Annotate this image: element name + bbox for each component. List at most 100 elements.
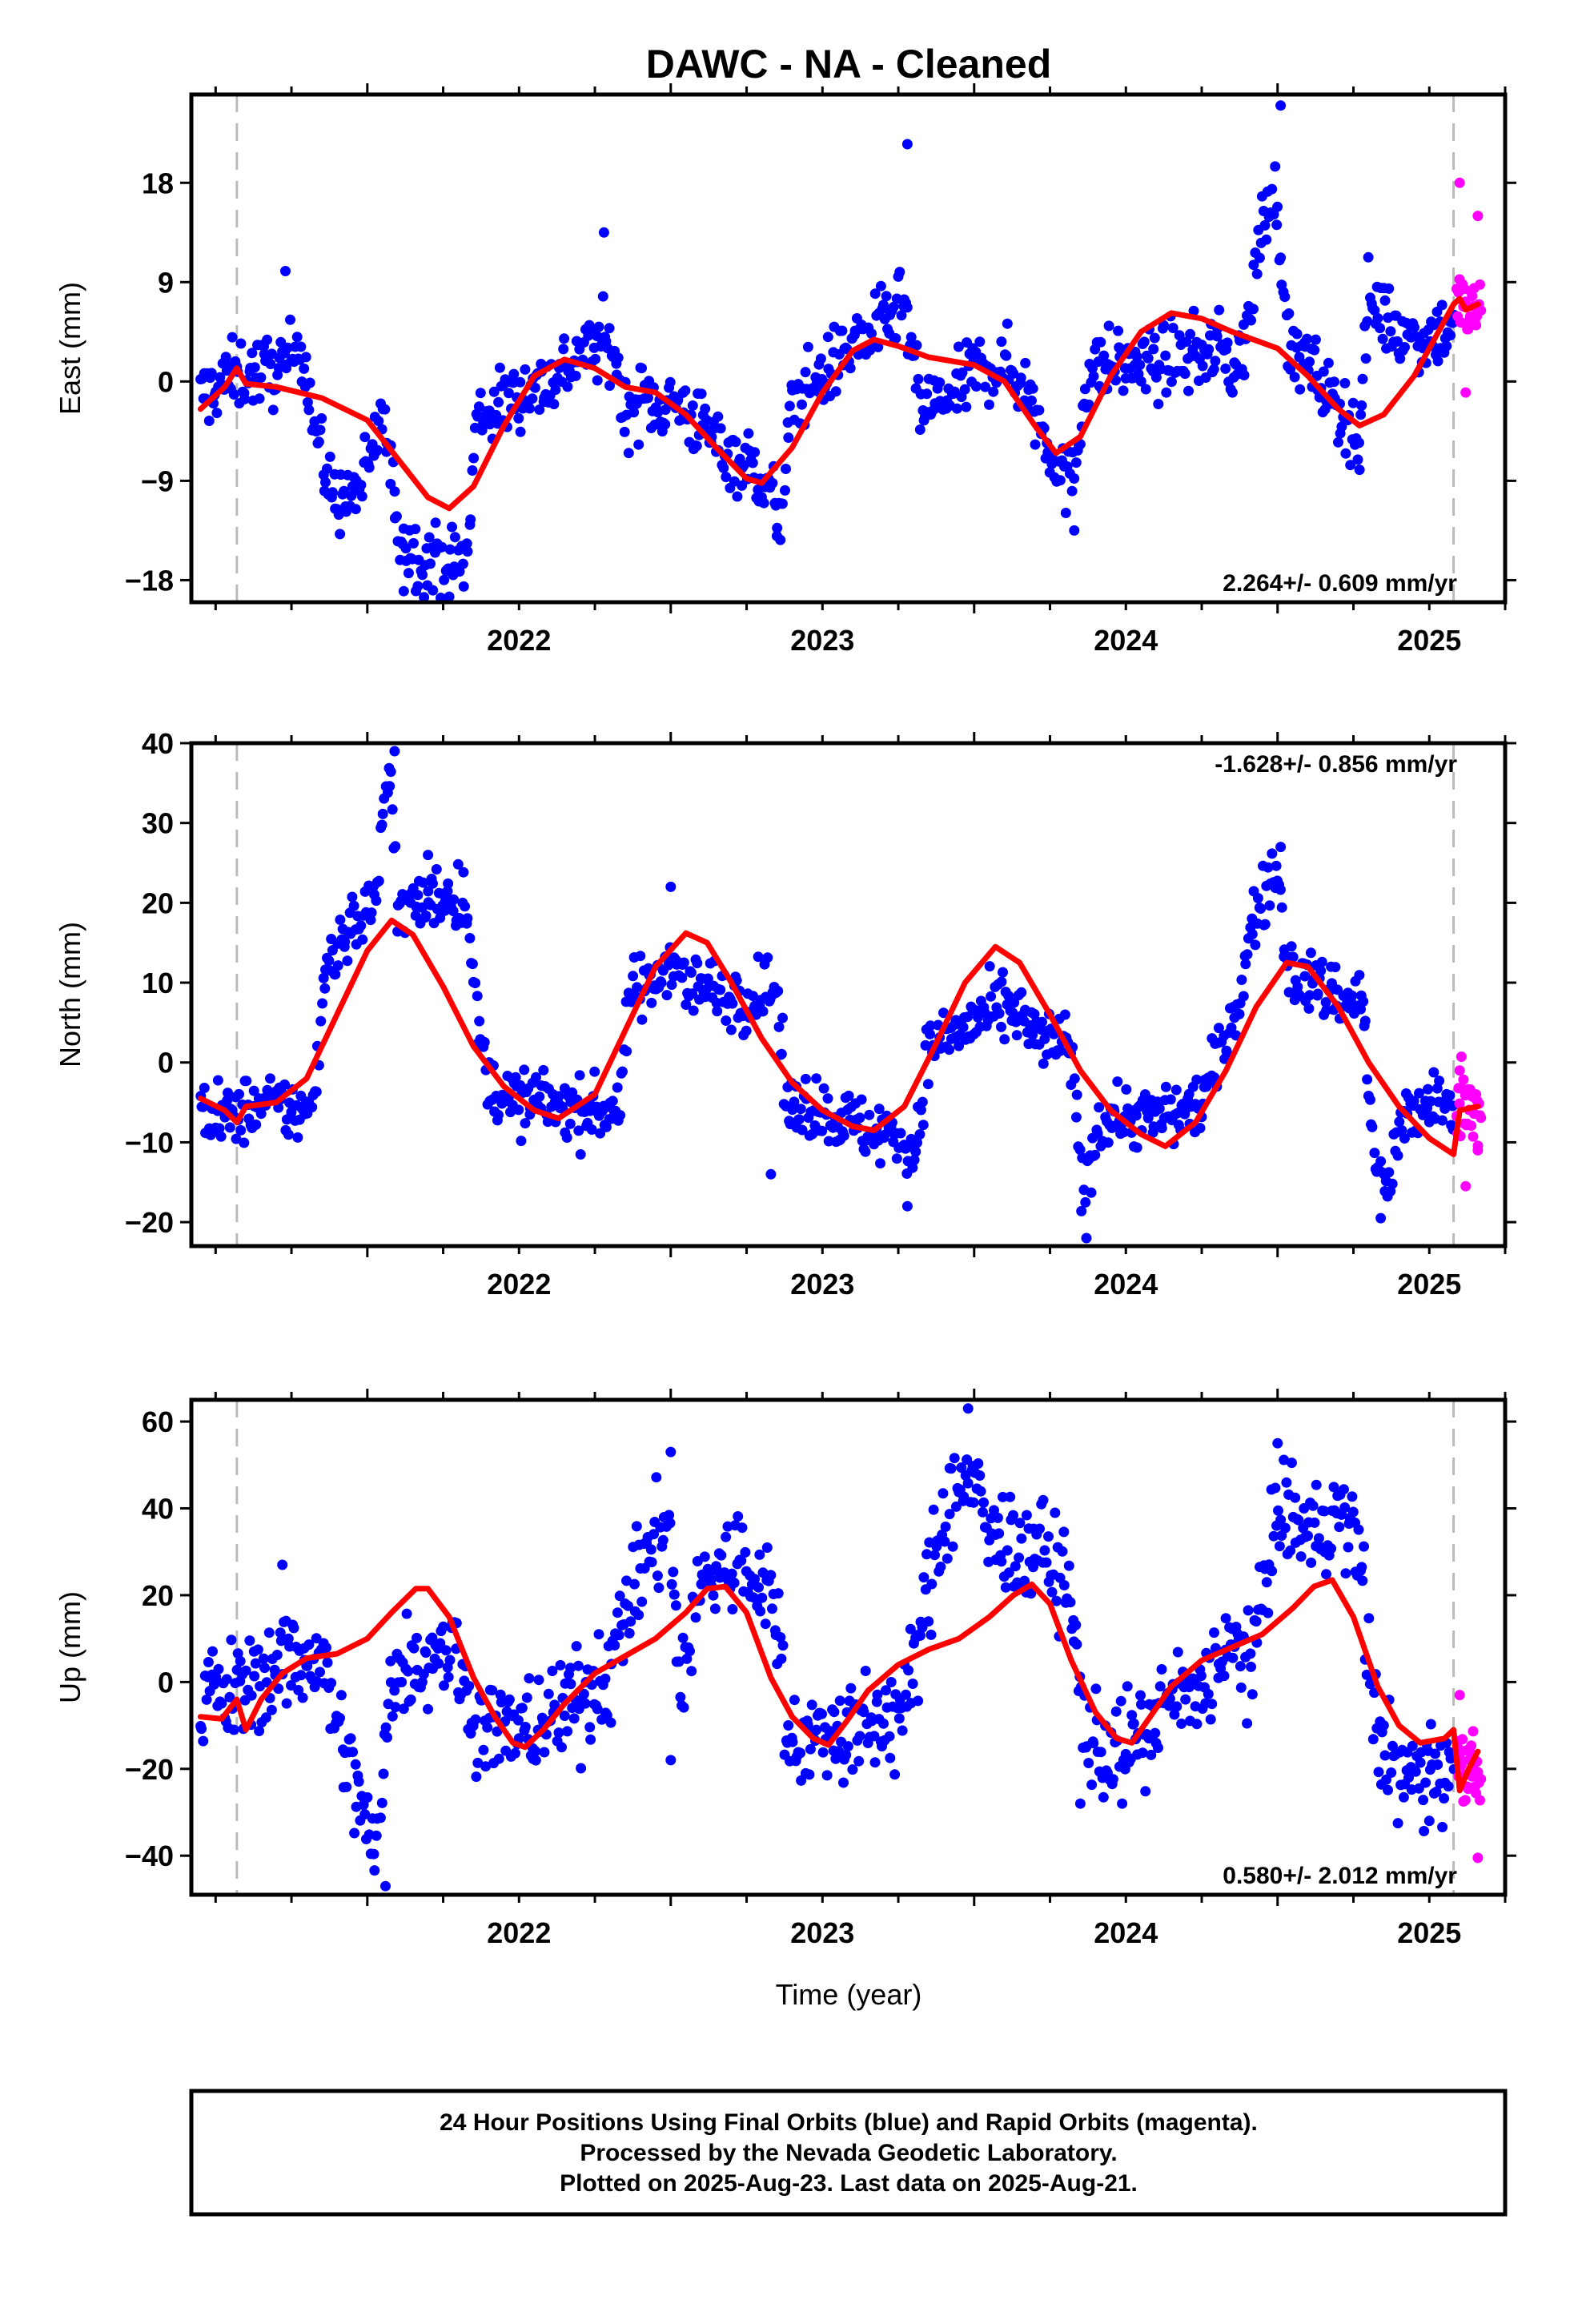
final-point bbox=[804, 1769, 815, 1780]
final-point bbox=[1359, 1541, 1369, 1552]
final-point bbox=[604, 323, 615, 334]
final-point bbox=[1434, 1076, 1445, 1087]
final-point bbox=[727, 998, 738, 1009]
final-point bbox=[718, 462, 729, 473]
y-tick-label: 20 bbox=[142, 887, 174, 919]
final-point bbox=[918, 1572, 930, 1583]
final-point bbox=[1149, 332, 1160, 344]
final-point bbox=[1425, 1719, 1436, 1730]
final-point bbox=[339, 485, 350, 497]
final-point bbox=[922, 1079, 934, 1090]
final-point bbox=[1059, 1009, 1070, 1020]
final-point bbox=[636, 1596, 648, 1607]
final-point bbox=[856, 1094, 867, 1105]
final-point bbox=[1227, 1652, 1239, 1663]
final-point bbox=[249, 362, 260, 373]
final-point bbox=[302, 1660, 313, 1671]
final-point bbox=[999, 1034, 1010, 1045]
final-point bbox=[467, 959, 478, 970]
rapid-point bbox=[1468, 1726, 1479, 1737]
final-point bbox=[461, 538, 472, 549]
final-point bbox=[400, 543, 412, 554]
final-point bbox=[1270, 161, 1281, 172]
final-point bbox=[841, 1749, 852, 1760]
final-point bbox=[235, 1124, 247, 1136]
final-point bbox=[423, 850, 434, 861]
final-point bbox=[390, 841, 401, 852]
final-point bbox=[1090, 1683, 1102, 1695]
final-point bbox=[1208, 364, 1219, 375]
final-point bbox=[940, 1522, 951, 1532]
final-point bbox=[396, 1677, 408, 1687]
final-point bbox=[1020, 357, 1031, 368]
final-point bbox=[760, 1618, 771, 1630]
final-point bbox=[970, 381, 982, 392]
final-point bbox=[978, 1497, 990, 1508]
final-point bbox=[926, 1629, 937, 1640]
final-point bbox=[1399, 1133, 1410, 1144]
rapid-point bbox=[1466, 1740, 1477, 1751]
final-point bbox=[1295, 384, 1306, 395]
final-point bbox=[1281, 1477, 1292, 1488]
final-point bbox=[885, 1752, 896, 1763]
final-point bbox=[615, 1110, 626, 1121]
final-point bbox=[656, 977, 667, 988]
final-point bbox=[1279, 1522, 1291, 1534]
final-point bbox=[572, 1660, 584, 1671]
final-point bbox=[1146, 1749, 1157, 1760]
final-point bbox=[944, 1509, 955, 1520]
panels: −18 −9 0 9 18 2022 2023 2024 2025 East (mm) 2.264+… bbox=[54, 83, 1516, 1949]
final-point bbox=[934, 377, 946, 388]
final-point bbox=[342, 955, 353, 967]
final-point bbox=[1272, 1437, 1283, 1449]
final-point bbox=[1161, 387, 1172, 398]
final-point bbox=[962, 1478, 974, 1489]
final-point bbox=[686, 1666, 697, 1677]
final-point bbox=[231, 1133, 242, 1144]
final-point bbox=[1214, 304, 1225, 316]
final-point bbox=[493, 1753, 504, 1764]
rapid-point bbox=[1475, 1795, 1485, 1806]
final-point bbox=[439, 574, 450, 585]
x-tick-label: 2024 bbox=[1094, 1268, 1158, 1301]
final-point bbox=[1011, 1030, 1022, 1041]
final-point bbox=[478, 1744, 489, 1755]
final-point bbox=[1107, 1774, 1118, 1785]
final-point bbox=[1353, 1524, 1364, 1535]
final-point bbox=[316, 413, 327, 424]
final-point bbox=[621, 1046, 632, 1057]
final-point bbox=[757, 1592, 768, 1603]
final-point bbox=[661, 990, 673, 1001]
final-point bbox=[493, 396, 504, 408]
final-point bbox=[1165, 1094, 1176, 1105]
final-point bbox=[600, 1673, 611, 1684]
final-point bbox=[621, 1575, 632, 1586]
final-point bbox=[1255, 903, 1267, 914]
final-point bbox=[895, 1128, 906, 1139]
final-point bbox=[363, 462, 375, 473]
final-point bbox=[524, 403, 535, 414]
final-point bbox=[1414, 1088, 1424, 1099]
final-point bbox=[907, 1679, 918, 1689]
final-point bbox=[1316, 956, 1327, 967]
final-point bbox=[1276, 902, 1287, 913]
final-point bbox=[474, 1015, 485, 1027]
final-point bbox=[1444, 1090, 1456, 1101]
final-point bbox=[1365, 1094, 1375, 1105]
final-point bbox=[440, 1645, 452, 1656]
final-point bbox=[228, 1724, 239, 1735]
final-point bbox=[1142, 1112, 1154, 1124]
final-point bbox=[277, 1559, 288, 1570]
final-point bbox=[341, 1781, 352, 1792]
final-point bbox=[838, 1777, 849, 1788]
final-point bbox=[1195, 1671, 1207, 1682]
final-point bbox=[1379, 1750, 1391, 1761]
final-point bbox=[1185, 328, 1196, 340]
final-point bbox=[371, 444, 383, 456]
final-point bbox=[842, 1741, 853, 1752]
final-point bbox=[570, 370, 581, 381]
final-point bbox=[412, 581, 424, 592]
final-point bbox=[939, 1536, 950, 1547]
final-point bbox=[1150, 372, 1162, 383]
final-point bbox=[317, 998, 328, 1009]
